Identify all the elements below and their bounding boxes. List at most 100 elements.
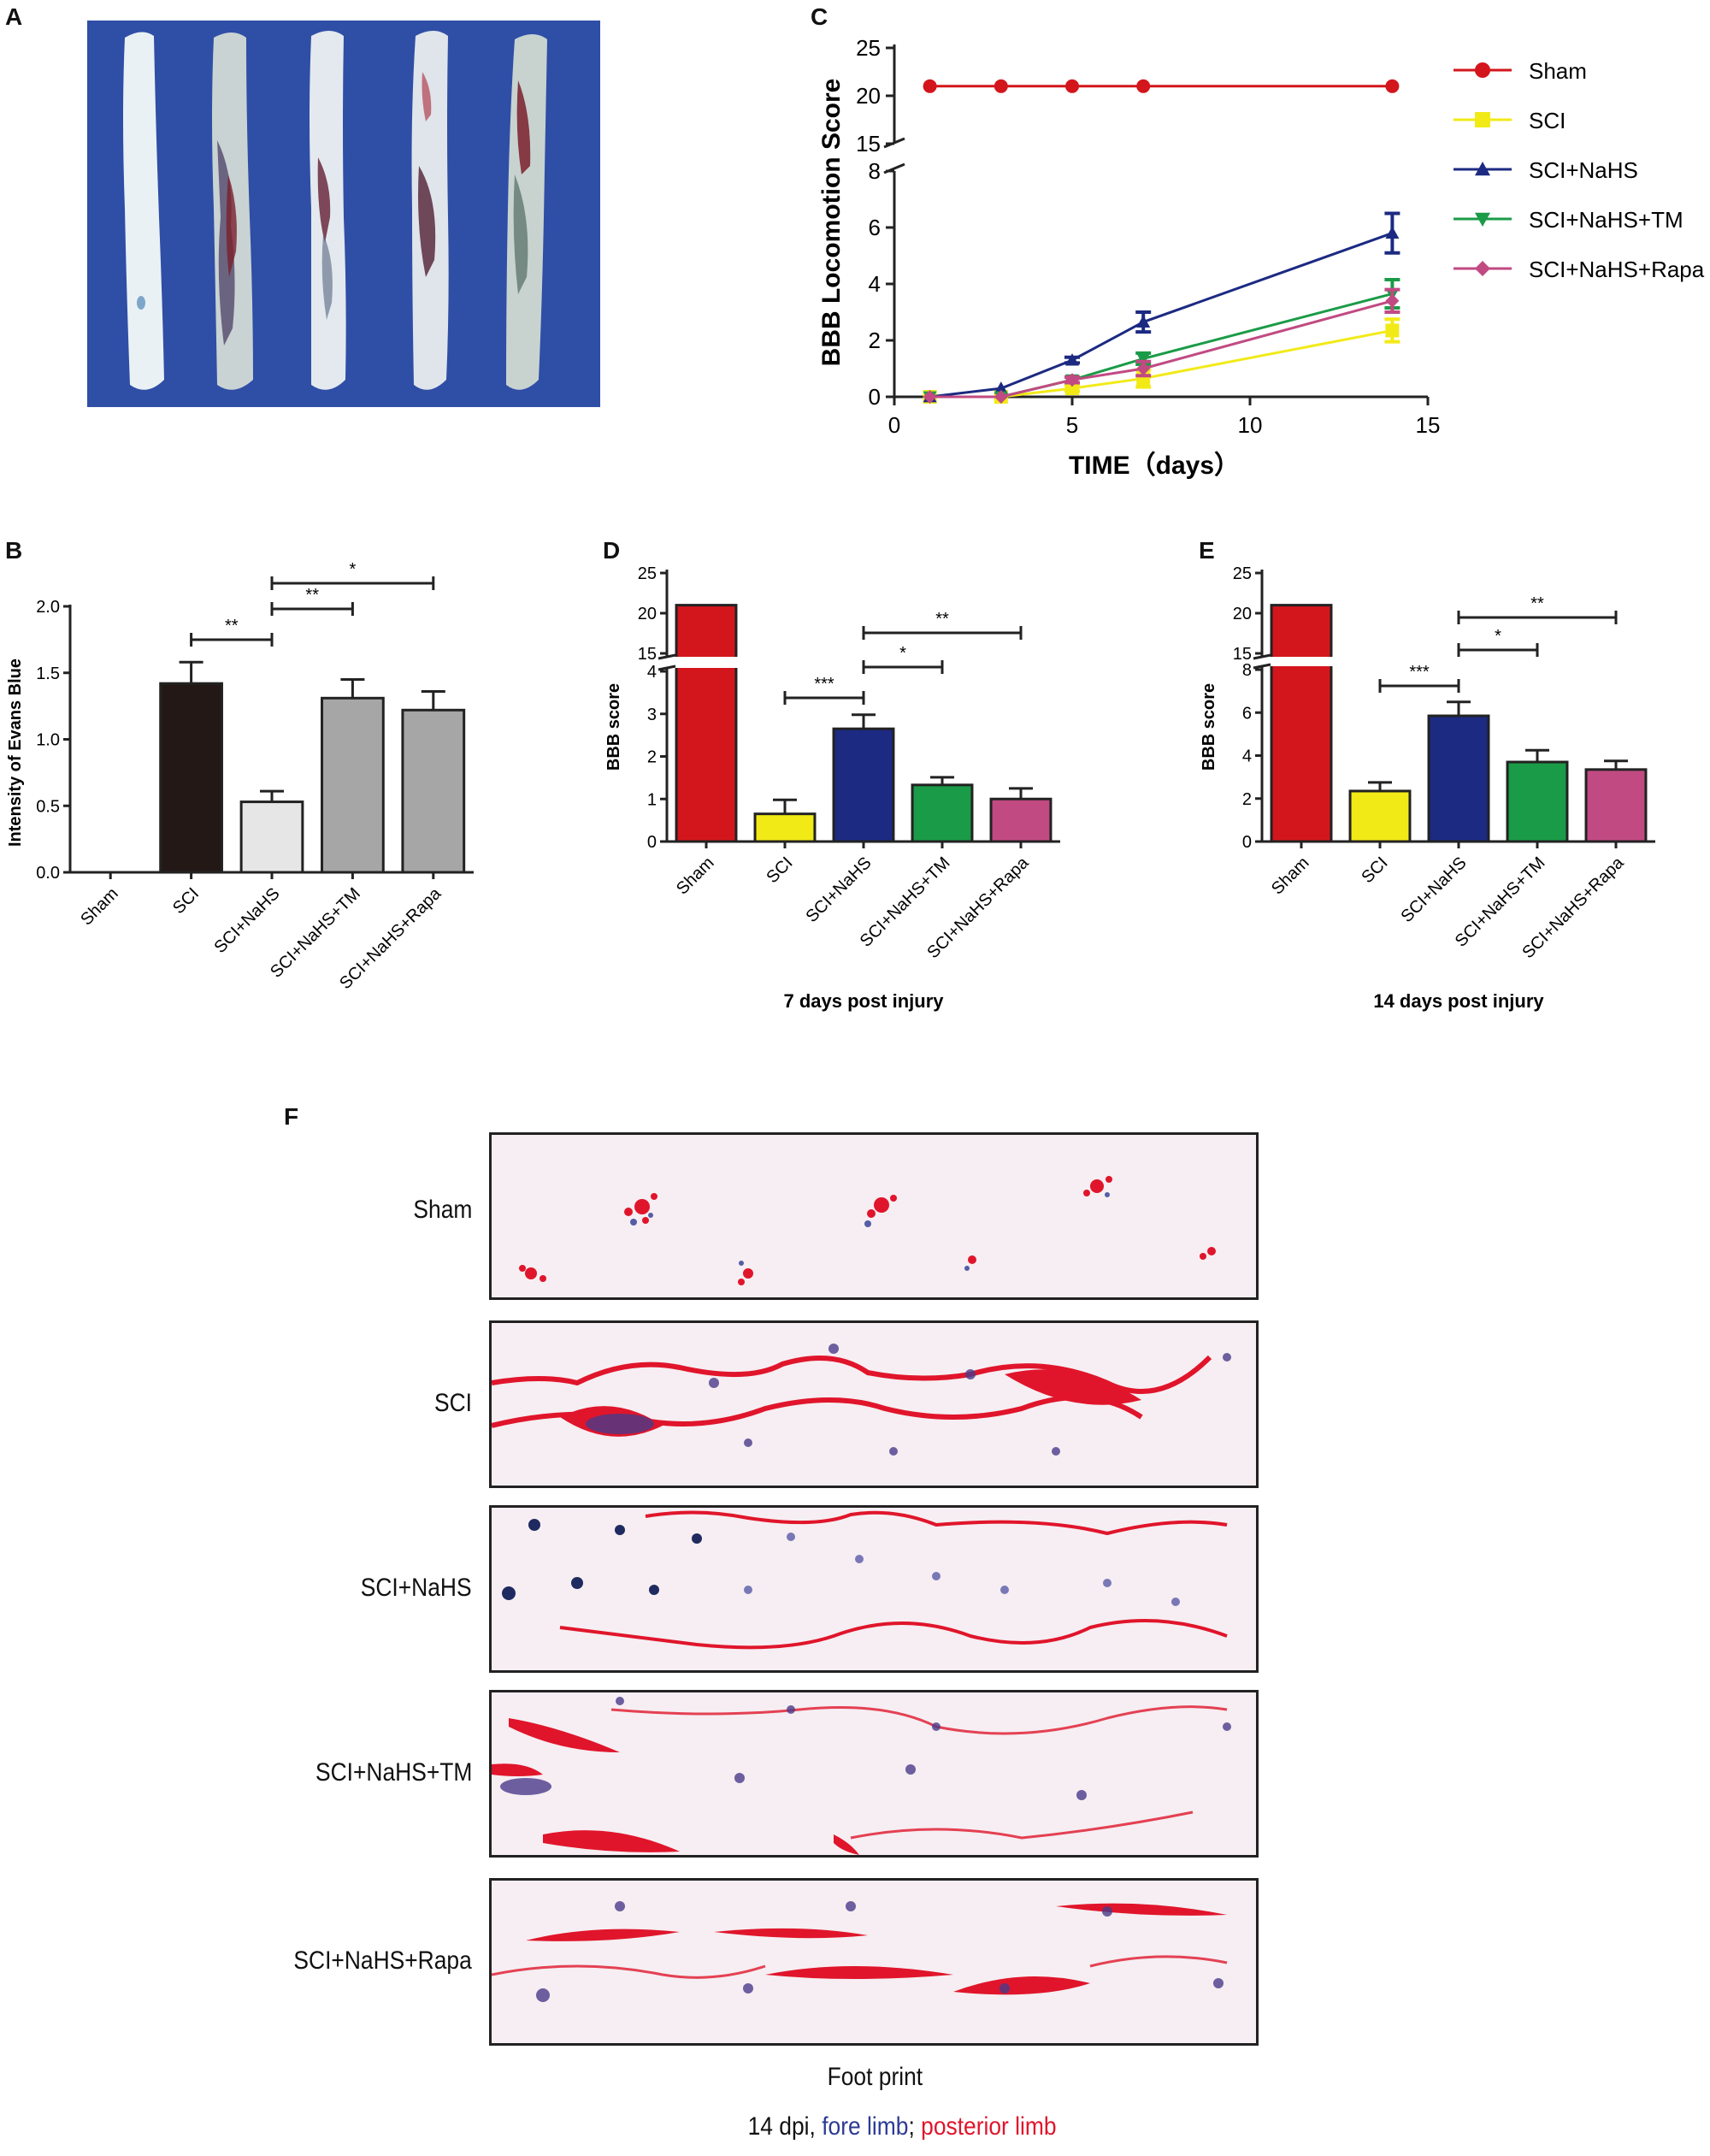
y-tick-label: 4 [647, 663, 657, 682]
y-tick-label: 6 [1242, 704, 1252, 723]
bar-0 [1270, 604, 1333, 843]
footprint-image-nahs-rapa [489, 1878, 1259, 2046]
caption-prefix: 14 dpi, [747, 2112, 823, 2141]
panel-label-f: F [284, 1103, 299, 1130]
c-legend-marker-nahs [1475, 162, 1490, 176]
c-point-nahs_rapa [1065, 373, 1079, 387]
y-tick-label: 1 [647, 790, 657, 809]
c-point-nahs_rapa [923, 390, 937, 404]
c-point-sci [1065, 381, 1079, 396]
panel-label-c: C [811, 3, 828, 30]
bar-3 [321, 696, 385, 874]
c-legend-label-nahs_rapa: SCI+NaHS+Rapa [1529, 257, 1705, 282]
bar-3 [911, 783, 974, 843]
d-y-axis-title: BBB score [604, 683, 623, 771]
significance-label: *** [814, 675, 834, 694]
c-legend-label-sci: SCI [1529, 108, 1566, 133]
axis-break-mark [657, 653, 676, 660]
axis-break-mark [657, 665, 676, 671]
c-series-line-nahs [929, 232, 1393, 399]
c-point-sham [1065, 79, 1079, 93]
caption-posterior-limb: posterior limb [921, 2112, 1057, 2141]
axis-break-mark [1253, 663, 1271, 670]
footprint-image-sci [489, 1320, 1259, 1488]
y-tick-label: 20 [1233, 605, 1252, 623]
c-point-sham [1385, 79, 1400, 93]
bar-1 [753, 812, 817, 843]
y-tick-label: 8 [1242, 661, 1252, 680]
c-point-sham [1136, 79, 1151, 93]
x-tick-label: SCI [763, 854, 796, 887]
bar-3 [1506, 760, 1569, 843]
footprint-row-label-sci: SCI [433, 1389, 472, 1417]
significance-label: ** [1530, 594, 1544, 613]
evans-blue-bar-chart: Intensity of Evans Blue 0.0 0.5 1.0 1.5 2.0 S… [6, 560, 474, 993]
c-legend-label-nahs_tm: SCI+NaHS+TM [1529, 207, 1683, 233]
caption-separator: ; [908, 2112, 922, 2141]
spinal-cord-nahs-rapa [506, 34, 547, 390]
caption-fore-limb: fore limb [822, 2112, 909, 2141]
y-tick-label: 0 [647, 833, 657, 852]
spinal-cord-photo [87, 21, 600, 407]
y-tick-label: 2 [647, 748, 657, 767]
significance-label: * [1495, 627, 1501, 646]
c-point-sci [1385, 323, 1400, 338]
y-tick-label: 1.5 [36, 665, 60, 683]
panel-label-a: A [5, 3, 23, 30]
footprint-image-nahs-tm [489, 1690, 1259, 1858]
y-tick-label: 15 [638, 645, 657, 664]
c-y-tick-label: 6 [869, 215, 881, 240]
bar-1 [159, 682, 223, 874]
y-tick-label: 0.0 [36, 864, 60, 883]
panel-label-d: D [603, 537, 621, 564]
bar-4 [989, 797, 1053, 843]
x-tick-label: SCI+NaHS [210, 884, 283, 957]
c-y-tick-label: 4 [869, 271, 881, 297]
c-point-sham [994, 79, 1008, 93]
c-point-nahs_tm [1136, 353, 1151, 366]
y-tick-label: 20 [638, 605, 657, 623]
footprint-caption-legend: 14 dpi, fore limb; posterior limb [748, 2112, 1057, 2141]
c-y-tick-label: 20 [856, 83, 881, 109]
c-y-tick-label: 8 [869, 158, 881, 184]
b-y-axis-title: Intensity of Evans Blue [6, 659, 25, 847]
c-y-tick-label: 0 [869, 384, 881, 410]
footprint-caption-title: Foot print [827, 2063, 923, 2091]
bar-2 [1427, 714, 1490, 843]
significance-label: ** [225, 617, 239, 635]
c-point-nahs_rapa [994, 390, 1008, 404]
bbb-14-day-bar-chart: BBB score 14 days post injury 15 20 25 0 2 4 6… [1200, 564, 1657, 1012]
x-tick-label: SCI+NaHS [1397, 854, 1470, 926]
c-point-nahs [1385, 226, 1400, 239]
c-point-sham [923, 79, 937, 93]
y-tick-label: 0 [1242, 833, 1252, 852]
c-legend-marker-nahs_tm [1475, 212, 1490, 227]
c-point-nahs [1136, 315, 1151, 328]
c-point-nahs [1065, 353, 1079, 366]
c-x-tick-label: 10 [1238, 412, 1263, 438]
e-y-axis-title: BBB score [1200, 683, 1218, 771]
axis-break-gap [1252, 657, 1657, 666]
x-tick-label: SCI [1358, 854, 1391, 887]
c-y-tick-label: 25 [856, 35, 881, 61]
c-legend-label-nahs: SCI+NaHS [1529, 157, 1638, 183]
significance-label: ** [935, 610, 949, 629]
c-y-tick-label: 15 [856, 131, 881, 157]
c-legend-marker-sci [1475, 112, 1490, 127]
significance-label: *** [1409, 663, 1430, 682]
spinal-cord-sham [123, 32, 164, 390]
c-x-tick-label: 0 [888, 412, 900, 438]
x-tick-label: Sham [77, 884, 122, 930]
c-point-nahs_rapa [1385, 293, 1400, 308]
footprint-row-label-nahs: SCI+NaHS [361, 1574, 472, 1602]
bar-4 [1584, 768, 1648, 843]
y-tick-label: 4 [1242, 747, 1252, 766]
axis-break-gap [657, 657, 1062, 668]
footprint-image-sham [489, 1132, 1259, 1300]
significance-label: * [899, 644, 906, 663]
c-series-line-nahs_tm [929, 292, 1393, 399]
y-tick-label: 3 [647, 706, 657, 724]
c-x-tick-label: 15 [1416, 412, 1441, 438]
x-tick-label: SCI [169, 884, 203, 918]
